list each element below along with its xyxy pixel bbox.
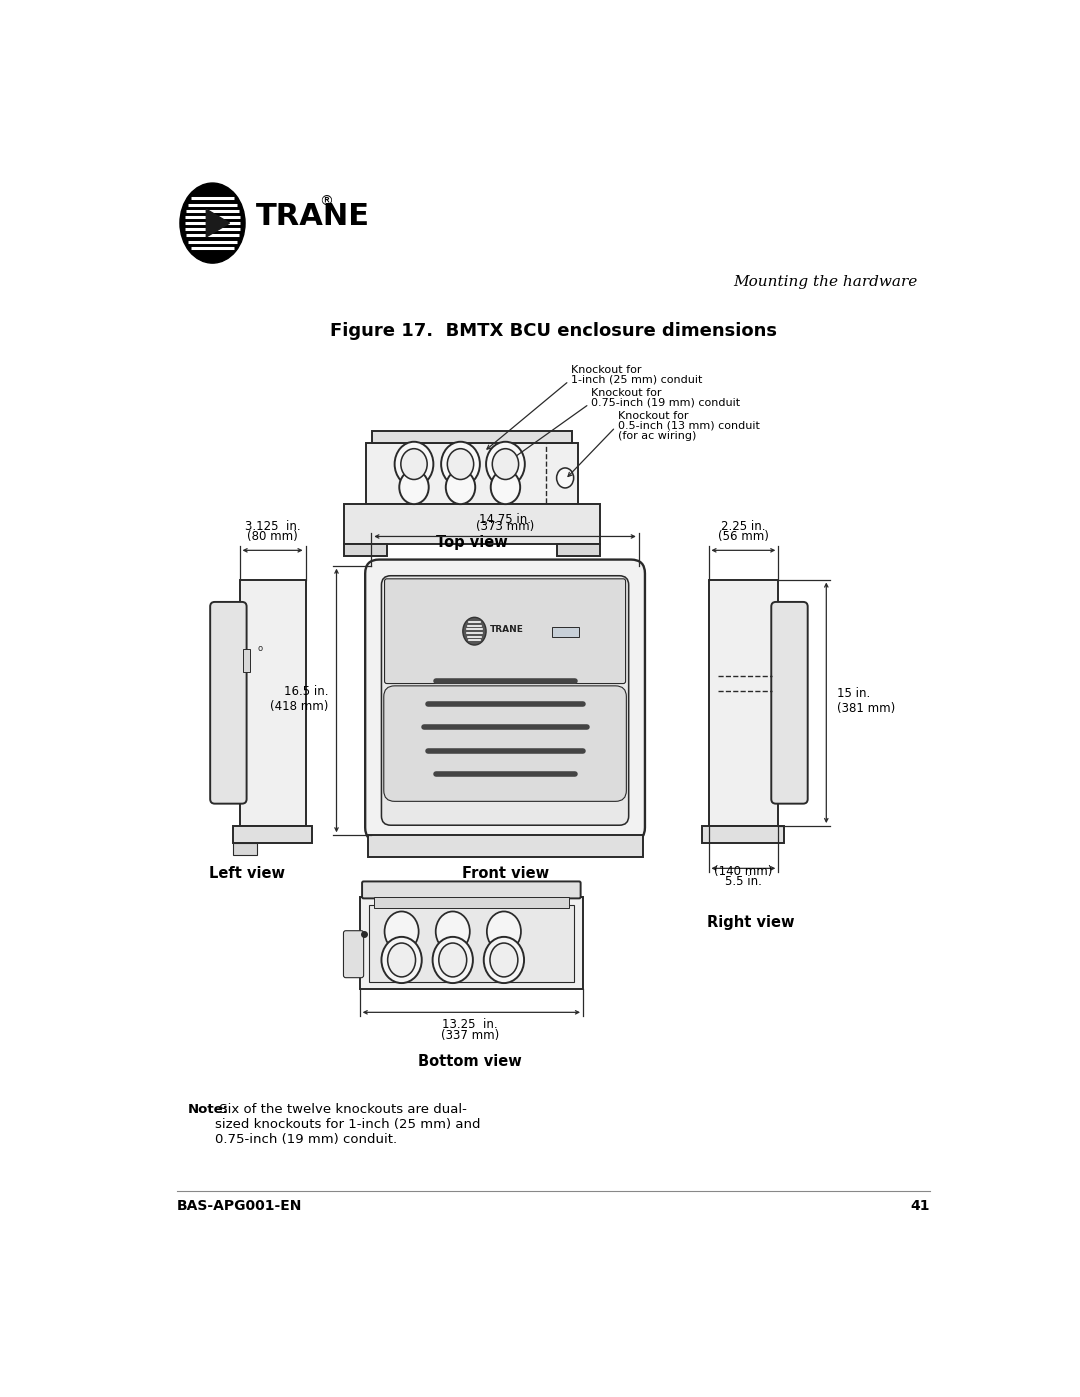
Text: 0.75-inch (19 mm) conduit: 0.75-inch (19 mm) conduit xyxy=(592,398,741,408)
Ellipse shape xyxy=(438,943,467,977)
Bar xyxy=(243,648,251,672)
Ellipse shape xyxy=(446,471,475,504)
Text: (140 mm): (140 mm) xyxy=(714,865,772,879)
Text: 2.25 in.: 2.25 in. xyxy=(721,521,766,534)
FancyBboxPatch shape xyxy=(708,580,779,826)
Bar xyxy=(233,826,312,842)
Ellipse shape xyxy=(180,183,245,263)
FancyBboxPatch shape xyxy=(362,882,581,898)
Text: Knockout for: Knockout for xyxy=(618,411,688,420)
Text: Top view: Top view xyxy=(436,535,508,550)
Text: Left view: Left view xyxy=(208,866,285,882)
Text: (for ac wiring): (for ac wiring) xyxy=(618,432,697,441)
Ellipse shape xyxy=(381,937,422,983)
FancyBboxPatch shape xyxy=(383,686,626,802)
Bar xyxy=(345,504,600,545)
Ellipse shape xyxy=(490,471,521,504)
Ellipse shape xyxy=(484,937,524,983)
Text: Knockout for: Knockout for xyxy=(592,388,662,398)
FancyBboxPatch shape xyxy=(384,578,625,683)
Bar xyxy=(374,897,569,908)
Bar xyxy=(233,842,257,855)
Text: ®: ® xyxy=(320,194,334,208)
Ellipse shape xyxy=(388,943,416,977)
Bar xyxy=(557,545,600,556)
Bar xyxy=(360,897,583,989)
Text: TRANE: TRANE xyxy=(490,624,524,634)
Text: 16.5 in.: 16.5 in. xyxy=(284,685,328,697)
FancyBboxPatch shape xyxy=(381,576,629,826)
Text: Front view: Front view xyxy=(462,866,549,882)
Text: 13.25  in.: 13.25 in. xyxy=(442,1018,498,1031)
Ellipse shape xyxy=(447,448,474,479)
Ellipse shape xyxy=(490,943,517,977)
Ellipse shape xyxy=(441,441,480,486)
Bar xyxy=(552,627,579,637)
Text: BAS-APG001-EN: BAS-APG001-EN xyxy=(177,1200,302,1214)
Ellipse shape xyxy=(463,617,486,645)
Ellipse shape xyxy=(394,441,433,486)
Text: o: o xyxy=(258,644,264,654)
Ellipse shape xyxy=(487,911,521,951)
Text: Note:: Note: xyxy=(188,1104,229,1116)
Ellipse shape xyxy=(486,441,525,486)
Text: Mounting the hardware: Mounting the hardware xyxy=(733,275,918,289)
FancyBboxPatch shape xyxy=(771,602,808,803)
Text: (80 mm): (80 mm) xyxy=(247,529,298,542)
Ellipse shape xyxy=(400,471,429,504)
Text: 15 in.: 15 in. xyxy=(837,687,870,700)
Text: (337 mm): (337 mm) xyxy=(441,1030,499,1042)
Text: (381 mm): (381 mm) xyxy=(837,703,895,715)
Polygon shape xyxy=(206,210,230,237)
FancyBboxPatch shape xyxy=(240,580,306,826)
FancyBboxPatch shape xyxy=(343,930,364,978)
Bar xyxy=(702,826,784,842)
Ellipse shape xyxy=(384,911,419,951)
Ellipse shape xyxy=(401,448,428,479)
Text: 41: 41 xyxy=(910,1200,930,1214)
Text: Bottom view: Bottom view xyxy=(418,1053,522,1069)
Text: 3.125  in.: 3.125 in. xyxy=(245,521,300,534)
Bar xyxy=(345,545,387,556)
Ellipse shape xyxy=(435,911,470,951)
Bar xyxy=(369,904,573,982)
Bar xyxy=(367,835,643,856)
Text: Knockout for: Knockout for xyxy=(571,365,642,374)
Ellipse shape xyxy=(492,448,518,479)
FancyBboxPatch shape xyxy=(365,560,645,841)
Text: Right view: Right view xyxy=(707,915,795,929)
Text: (418 mm): (418 mm) xyxy=(270,700,328,712)
Bar xyxy=(366,443,578,504)
Text: Figure 17.  BMTX BCU enclosure dimensions: Figure 17. BMTX BCU enclosure dimensions xyxy=(330,321,777,339)
Ellipse shape xyxy=(433,937,473,983)
Text: TRANE: TRANE xyxy=(256,203,369,232)
Text: Six of the twelve knockouts are dual-
sized knockouts for 1-inch (25 mm) and
0.7: Six of the twelve knockouts are dual- si… xyxy=(215,1104,481,1146)
Text: 14.75 in.: 14.75 in. xyxy=(480,513,531,525)
Text: 5.5 in.: 5.5 in. xyxy=(725,875,761,887)
Text: 1-inch (25 mm) conduit: 1-inch (25 mm) conduit xyxy=(571,374,703,384)
FancyBboxPatch shape xyxy=(211,602,246,803)
Ellipse shape xyxy=(556,468,573,488)
Text: 0.5-inch (13 mm) conduit: 0.5-inch (13 mm) conduit xyxy=(618,420,759,432)
Text: (373 mm): (373 mm) xyxy=(476,521,535,534)
Text: (56 mm): (56 mm) xyxy=(718,529,769,542)
Bar xyxy=(373,432,572,443)
